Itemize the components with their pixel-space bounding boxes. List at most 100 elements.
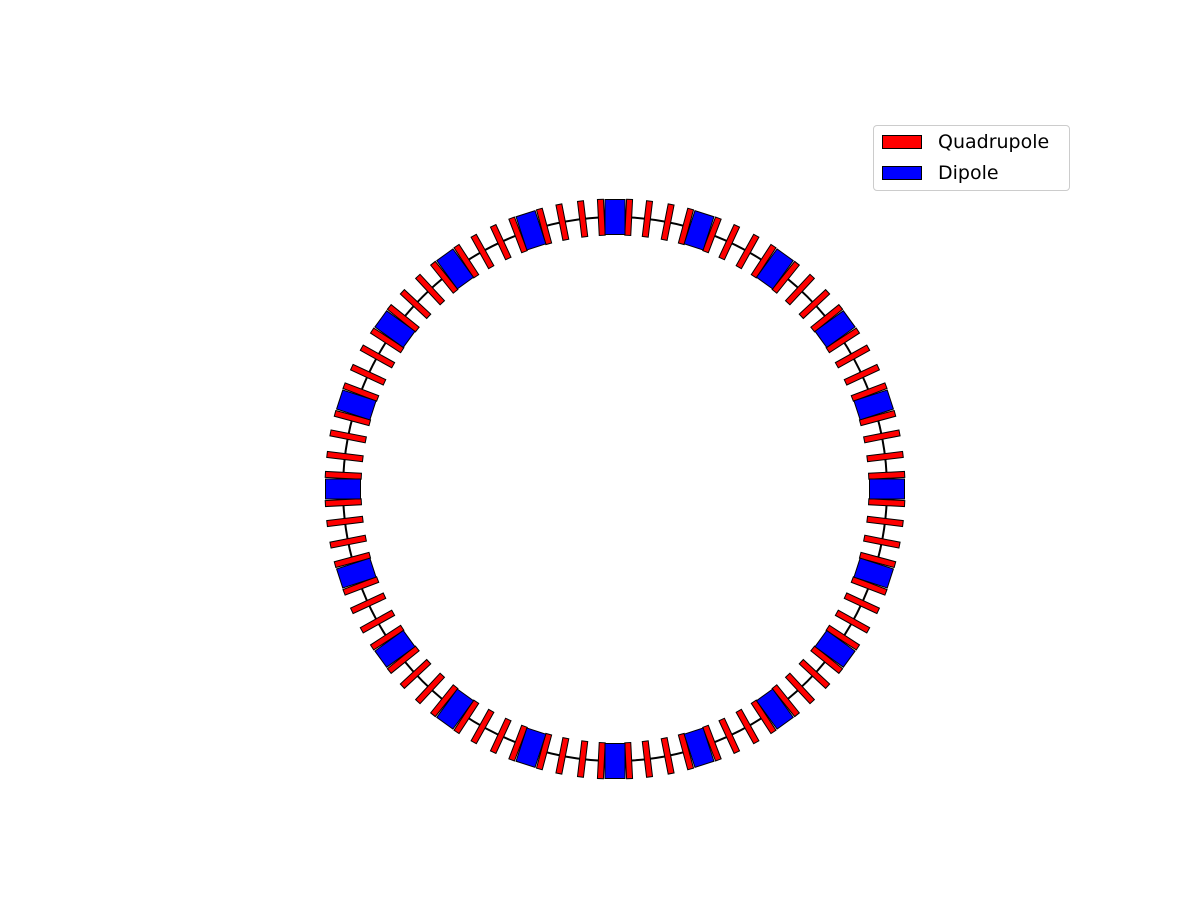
quadrupole-magnet: [555, 203, 570, 241]
quadrupole-magnet: [810, 645, 844, 675]
quadrupole-magnet: [369, 327, 405, 354]
quadrupole-magnet: [596, 198, 606, 236]
quadrupole-magnet: [798, 658, 831, 690]
quadrupole-magnet: [453, 699, 480, 735]
quadrupole-magnet: [868, 498, 906, 508]
quadrupole-magnet: [702, 216, 722, 254]
quadrupole-magnet: [329, 534, 367, 549]
quadrupole-magnet: [453, 243, 480, 279]
quadrupole-magnet: [677, 207, 695, 246]
quadrupole-magnet: [333, 409, 372, 427]
quadrupole-magnet: [641, 740, 654, 778]
dipole-magnet: [325, 478, 361, 500]
legend-label-quadrupole: Quadrupole: [938, 131, 1050, 153]
quadrupole-magnet: [333, 551, 372, 569]
quadrupole-magnet: [798, 288, 831, 320]
quadrupole-magnet: [863, 429, 901, 444]
quadrupole-magnet: [750, 243, 777, 279]
quadrupole-magnet: [825, 624, 861, 651]
quadrupole-magnet: [735, 708, 760, 745]
dipole-magnet: [515, 727, 547, 769]
quadrupole-magnet: [784, 273, 816, 306]
quadrupole-swatch: [882, 135, 922, 149]
dipole-magnet: [755, 248, 794, 290]
legend-label-dipole: Dipole: [938, 162, 999, 184]
quadrupole-magnet: [858, 551, 897, 569]
quadrupole-magnet: [489, 717, 512, 755]
quadrupole-magnet: [349, 592, 387, 615]
quadrupole-magnet: [489, 223, 512, 261]
quadrupole-magnet: [750, 699, 777, 735]
dipole-magnet: [814, 310, 856, 349]
dipole-magnet: [683, 727, 715, 769]
quadrupole-magnet: [329, 429, 367, 444]
quadrupole-magnet: [324, 498, 362, 508]
quadrupole-magnet: [576, 740, 589, 778]
quadrupole-magnet: [429, 684, 459, 718]
magnet-layer: [324, 198, 906, 780]
quadrupole-magnet: [326, 450, 364, 463]
quadrupole-magnet: [660, 203, 675, 241]
quadrupole-magnet: [369, 624, 405, 651]
quadrupole-magnet: [326, 515, 364, 528]
quadrupole-magnet: [576, 200, 589, 238]
dipole-magnet: [604, 743, 626, 779]
dipole-magnet: [374, 629, 416, 668]
quadrupole-magnet: [399, 288, 432, 320]
quadrupole-magnet: [702, 724, 722, 762]
quadrupole-magnet: [359, 344, 396, 369]
quadrupole-magnet: [850, 576, 888, 596]
quadrupole-magnet: [868, 470, 906, 480]
beam-path-ring: [342, 216, 888, 762]
quadrupole-magnet: [470, 708, 495, 745]
dipole-magnet: [335, 557, 377, 589]
dipole-magnet: [335, 389, 377, 421]
quadrupole-magnet: [624, 742, 634, 780]
quadrupole-magnet: [843, 363, 881, 386]
quadrupole-magnet: [624, 198, 634, 236]
quadrupole-magnet: [866, 450, 904, 463]
dipole-magnet: [436, 688, 475, 730]
quadrupole-magnet: [349, 363, 387, 386]
quadrupole-magnet: [386, 303, 420, 333]
quadrupole-magnet: [386, 645, 420, 675]
quadrupole-magnet: [843, 592, 881, 615]
quadrupole-magnet: [771, 260, 801, 294]
dipole-magnet: [604, 199, 626, 235]
quadrupole-magnet: [834, 609, 871, 634]
quadrupole-magnet: [858, 409, 897, 427]
quadrupole-magnet: [596, 742, 606, 780]
quadrupole-magnet: [508, 216, 528, 254]
quadrupole-magnet: [850, 382, 888, 402]
quadrupole-magnet: [677, 732, 695, 771]
quadrupole-magnet: [834, 344, 871, 369]
quadrupole-magnet: [771, 684, 801, 718]
dipole-magnet: [853, 557, 895, 589]
quadrupole-magnet: [825, 327, 861, 354]
dipole-magnet: [869, 478, 905, 500]
quadrupole-magnet: [359, 609, 396, 634]
quadrupole-magnet: [863, 534, 901, 549]
quadrupole-magnet: [784, 672, 816, 705]
dipole-magnet: [515, 209, 547, 251]
dipole-magnet: [853, 389, 895, 421]
dipole-swatch: [882, 166, 922, 180]
legend-item-dipole: Dipole: [882, 162, 999, 184]
quadrupole-magnet: [342, 576, 380, 596]
quadrupole-magnet: [718, 717, 741, 755]
quadrupole-magnet: [555, 737, 570, 775]
quadrupole-magnet: [735, 233, 760, 270]
legend-item-quadrupole: Quadrupole: [882, 131, 1050, 153]
quadrupole-magnet: [414, 273, 446, 306]
dipole-magnet: [436, 248, 475, 290]
quadrupole-magnet: [535, 732, 553, 771]
quadrupole-magnet: [718, 223, 741, 261]
quadrupole-magnet: [508, 724, 528, 762]
quadrupole-magnet: [641, 200, 654, 238]
quadrupole-magnet: [470, 233, 495, 270]
quadrupole-magnet: [324, 470, 362, 480]
quadrupole-magnet: [429, 260, 459, 294]
quadrupole-magnet: [535, 207, 553, 246]
dipole-magnet: [755, 688, 794, 730]
